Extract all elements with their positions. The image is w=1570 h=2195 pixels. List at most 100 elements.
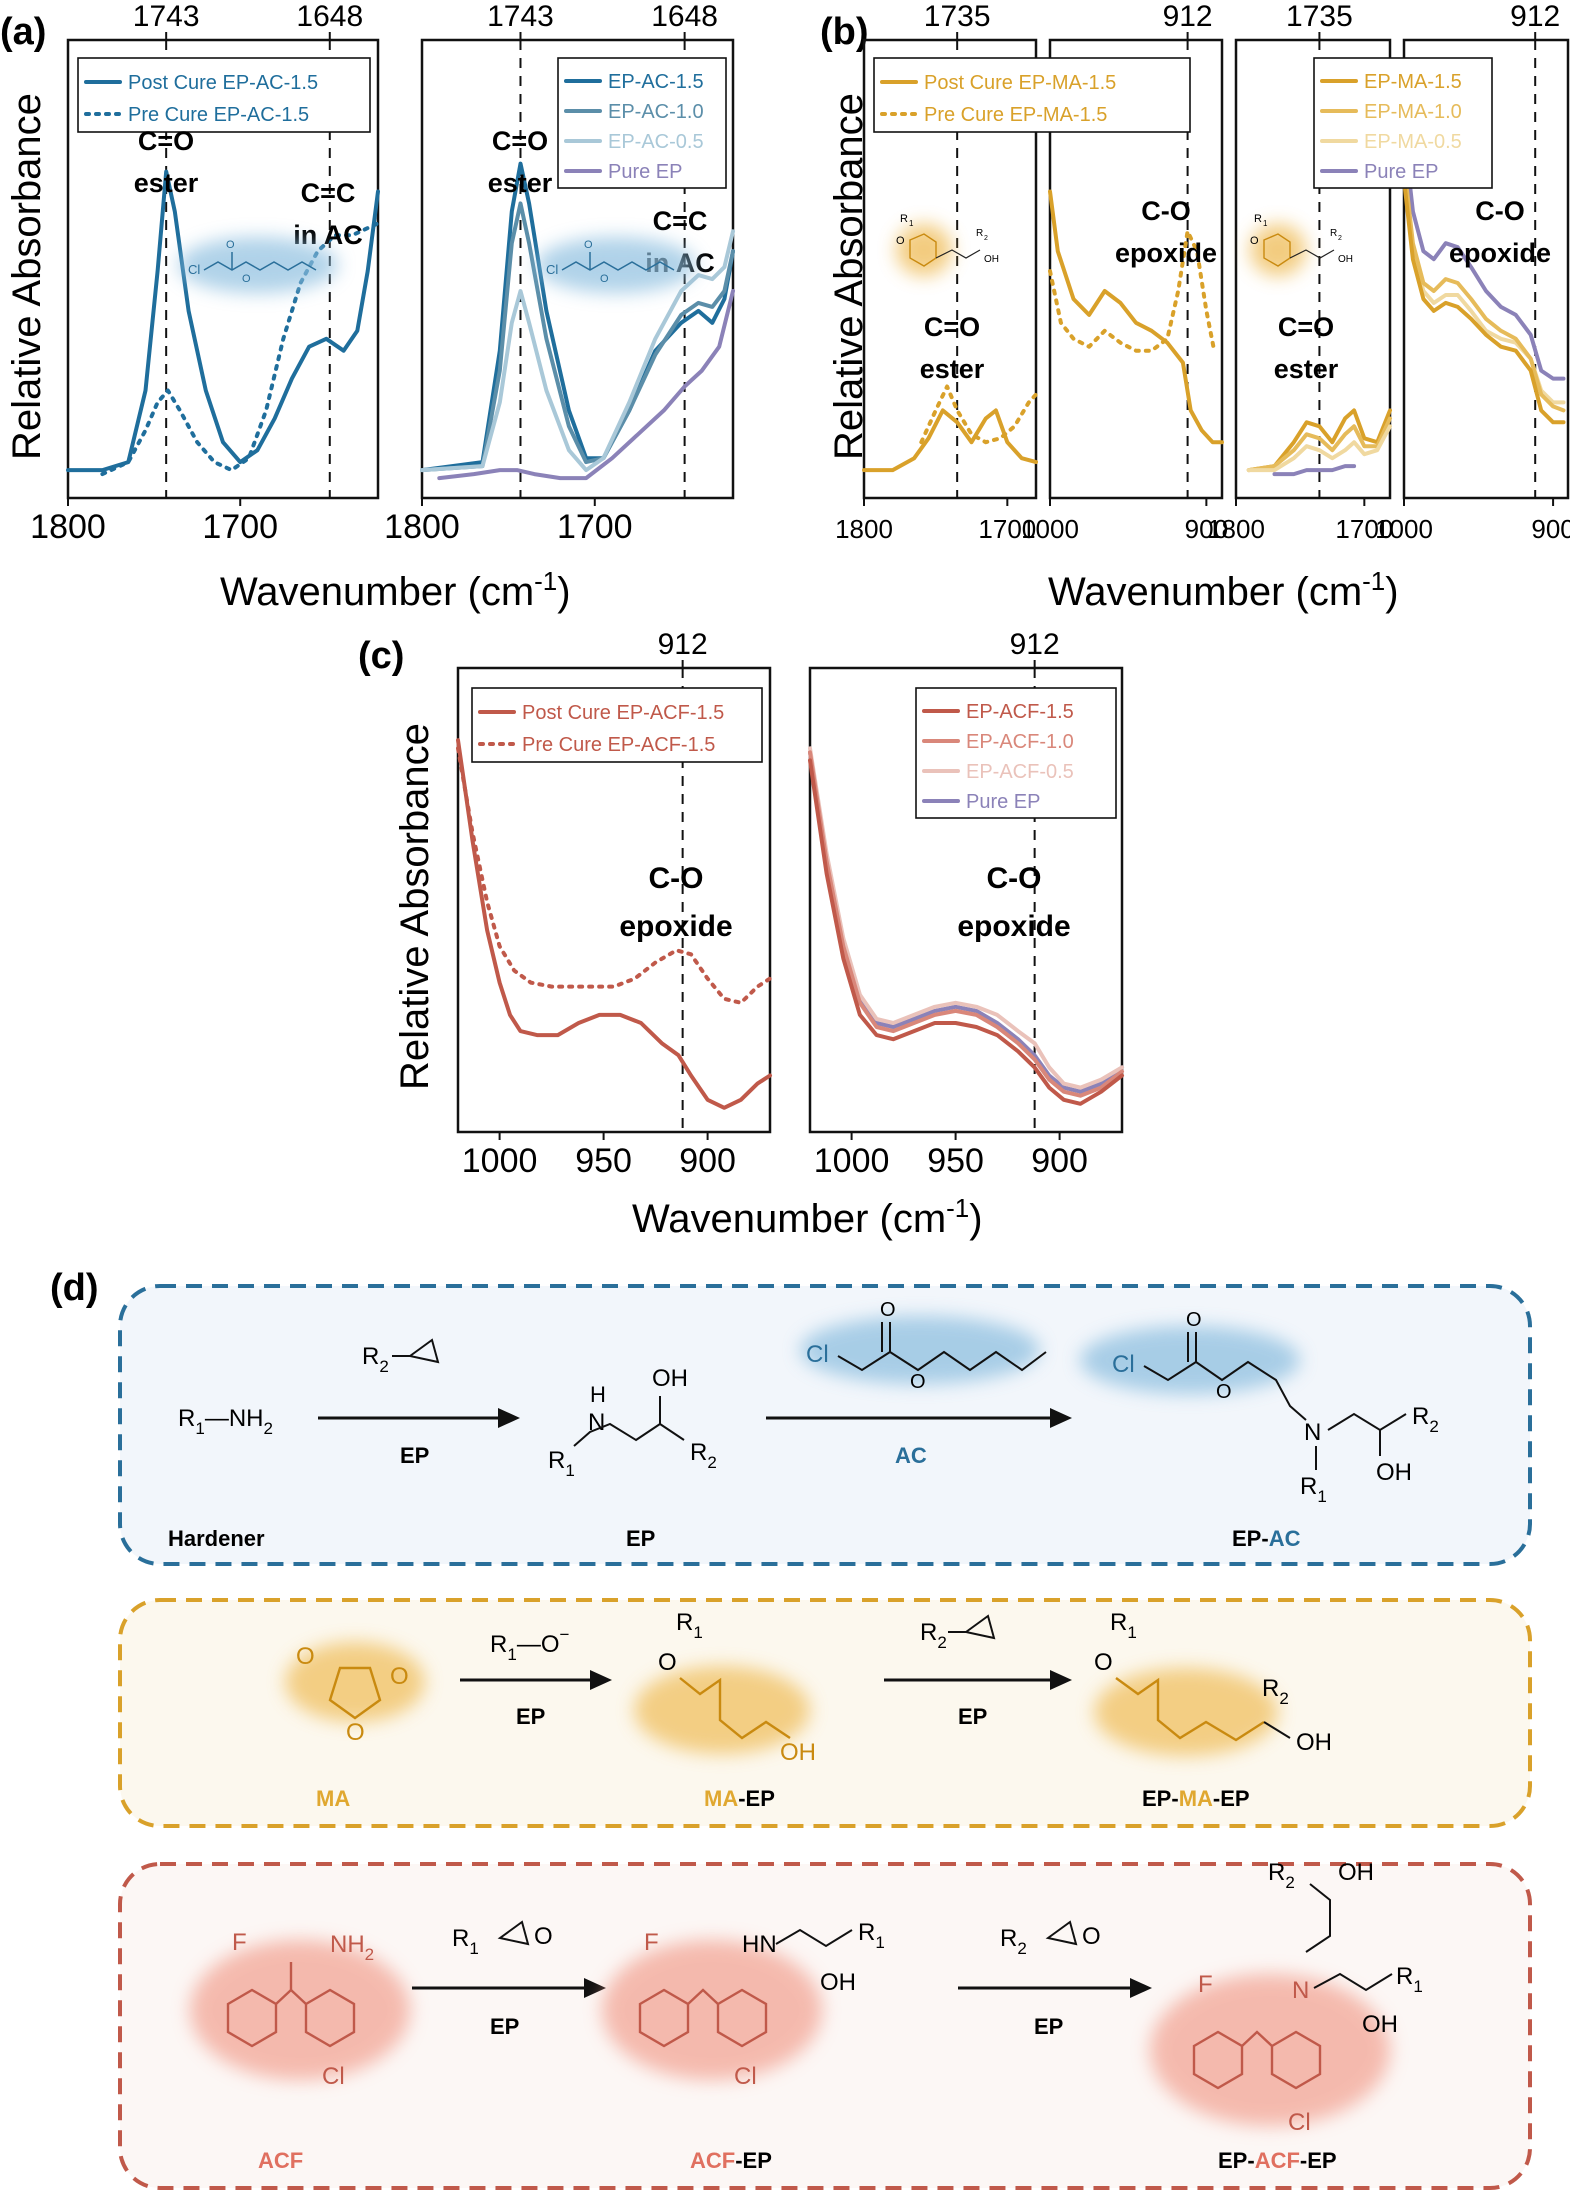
svg-text:O: O	[242, 273, 251, 285]
b-4-legend-label: EP-MA-1.5	[1364, 71, 1462, 93]
panel-label-b: (b)	[820, 11, 869, 53]
a-left-legend: Post Cure EP-AC-1.5 Pre Cure EP-AC-1.5	[77, 57, 371, 133]
a-right-series-line	[420, 229, 735, 473]
b-4-legend-label: EP-MA-0.5	[1364, 131, 1462, 153]
b-1-x-tick-label: 1800	[835, 514, 893, 544]
b-3-series-line	[1246, 408, 1392, 473]
svg-text:N: N	[1292, 1977, 1309, 2004]
svg-text:Cl: Cl	[1112, 1351, 1135, 1378]
a-left-top-tick-label: 1648	[296, 0, 363, 33]
svg-text:OH: OH	[820, 1969, 856, 1996]
svg-text:OH: OH	[1338, 1859, 1374, 1886]
a-left-x-tick-label: 1700	[202, 508, 278, 546]
c-left-x-tick-label: 1000	[462, 1142, 538, 1180]
annot-c2-epoxide: epoxide	[957, 910, 1070, 943]
svg-text:Cl: Cl	[322, 2063, 345, 2090]
b-1-frame	[862, 38, 1038, 500]
annot-b1-co: C=O	[924, 312, 980, 342]
b-2-top-tick-label: 912	[1163, 0, 1213, 33]
svg-text:1: 1	[1263, 219, 1268, 228]
ac-molecule-inset-2: Cl O O	[536, 237, 696, 293]
svg-text:O: O	[534, 1923, 553, 1950]
b-2-frame	[1048, 38, 1224, 500]
annot-a2-ester: ester	[488, 168, 553, 198]
panel-label-c: (c)	[358, 635, 404, 677]
svg-text:O: O	[226, 239, 235, 251]
c-right-legend-label: Pure EP	[966, 791, 1040, 813]
xlabel-c: Wavenumber (cm-1)	[632, 1193, 983, 1241]
b-4-series-line	[1402, 129, 1566, 381]
svg-text:2: 2	[1338, 235, 1342, 242]
ac-caption-ep-ac: EP-AC	[1232, 1526, 1301, 1551]
a-right-top-tick-label: 1648	[651, 0, 718, 33]
c-left-legend-label: Post Cure EP-ACF-1.5	[522, 702, 724, 724]
svg-text:Cl: Cl	[188, 262, 200, 277]
b-1-top-tick-label: 1735	[924, 0, 991, 33]
annot-a2-cc: C=C	[653, 206, 708, 236]
svg-text:R1: R1	[676, 1609, 703, 1642]
annot-b4-epoxide: epoxide	[1449, 238, 1551, 268]
svg-text:NH2: NH2	[330, 1931, 374, 1964]
c-right-legend-label: EP-ACF-1.5	[966, 701, 1074, 723]
b-4-series-line	[1402, 161, 1566, 413]
c-left-frame	[456, 666, 772, 1134]
a-left-legend-box	[77, 57, 371, 133]
c-left-legend-label: Pre Cure EP-ACF-1.5	[522, 734, 715, 756]
svg-text:N: N	[1304, 1419, 1321, 1446]
c-right-x-tick-label: 1000	[814, 1142, 890, 1180]
svg-text:R2: R2	[1268, 1859, 1295, 1892]
a-right-x-tick-label: 1800	[384, 508, 460, 546]
scheme-ac: R1—NH2 R2 EP H N R1 OH R2 Cl O O AC Cl O…	[168, 1299, 1439, 1551]
b-4-x-tick-label: 1000	[1375, 514, 1433, 544]
svg-text:Cl: Cl	[546, 262, 558, 277]
b-4-x-tick-label: 900	[1531, 514, 1570, 544]
b-4-frame	[1402, 38, 1570, 500]
a-left-legend-label: Post Cure EP-AC-1.5	[128, 72, 318, 94]
c-left-legend: Post Cure EP-ACF-1.5 Pre Cure EP-ACF-1.5	[471, 687, 763, 763]
xlabel-b: Wavenumber (cm-1)	[1048, 566, 1399, 614]
b-3-x-tick-label: 1800	[1207, 514, 1265, 544]
svg-text:R1: R1	[452, 1925, 479, 1958]
svg-text:ACF-EP: ACF-EP	[690, 2148, 772, 2173]
b-3-series-line	[1246, 416, 1392, 473]
annot-c1-epoxide: epoxide	[619, 910, 732, 943]
b-1-series-line	[862, 408, 1038, 473]
svg-text:HN: HN	[742, 1931, 777, 1958]
b-2-legend-label: Pre Cure EP-MA-1.5	[924, 104, 1107, 126]
svg-text:Cl: Cl	[806, 1341, 829, 1368]
ylabel-a: Relative Absorbance	[5, 93, 49, 460]
svg-text:F: F	[1198, 1971, 1213, 1998]
annotations-b: C=O ester C-O epoxide C=O ester C-O epox…	[920, 196, 1551, 384]
svg-text:EP: EP	[516, 1704, 545, 1729]
svg-text:O: O	[896, 235, 905, 247]
ac-molecule-inset-1: Cl O O	[178, 237, 338, 293]
svg-text:Cl: Cl	[734, 2063, 757, 2090]
a-right-x-tick-label: 1700	[557, 508, 633, 546]
c-right-x-tick-label: 900	[1031, 1142, 1088, 1180]
svg-text:F: F	[644, 1929, 659, 1956]
svg-text:O: O	[880, 1299, 896, 1321]
svg-text:OH: OH	[1362, 2011, 1398, 2038]
svg-text:N: N	[588, 1409, 605, 1436]
b-3-series-line	[1272, 464, 1357, 477]
xlabel-a: Wavenumber (cm-1)	[220, 566, 571, 614]
svg-text:OH: OH	[1338, 254, 1353, 265]
b-3-top-tick-label: 1735	[1286, 0, 1353, 33]
svg-text:R: R	[1330, 228, 1337, 239]
scheme-acf: F NH2 Cl R1 O EP F HN R1 OH Cl R2 O EP R…	[190, 1859, 1423, 2173]
svg-text:EP: EP	[1034, 2014, 1063, 2039]
svg-text:O: O	[584, 239, 593, 251]
b-3-x-tick-label: 1700	[1335, 514, 1393, 544]
c-right-series-line	[808, 746, 1124, 1090]
svg-text:O: O	[1094, 1649, 1113, 1676]
a-left-legend-label: Pre Cure EP-AC-1.5	[128, 104, 309, 126]
plot-b-1: 1735 1800 1700	[835, 0, 1038, 544]
a-right-legend-label: EP-AC-1.0	[608, 101, 704, 123]
svg-text:O: O	[600, 273, 609, 285]
ac-caption-hardener: Hardener	[168, 1526, 265, 1551]
ac-arrow1-label: EP	[400, 1443, 429, 1468]
scheme-box-acf	[118, 1862, 1532, 2190]
